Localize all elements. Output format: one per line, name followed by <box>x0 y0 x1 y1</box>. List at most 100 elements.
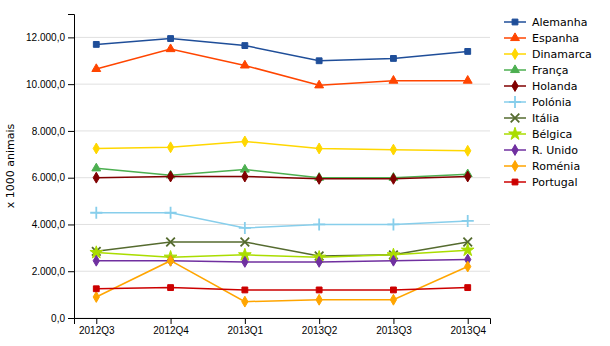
series-point <box>167 255 173 266</box>
y-tick-label: 0,0 <box>51 313 65 324</box>
y-tick-label: 8.000,0 <box>32 126 66 137</box>
series <box>93 171 471 184</box>
series-point <box>242 43 248 49</box>
series-point <box>313 218 325 230</box>
series-line <box>96 213 467 228</box>
series <box>93 136 471 156</box>
x-tick-mark <box>468 318 469 324</box>
legend-label: Dinamarca <box>532 48 592 61</box>
series-point <box>242 136 248 147</box>
series-point <box>92 163 101 171</box>
x-tick: 2013Q3 <box>376 318 412 336</box>
y-tick: 12.000,0 <box>26 32 74 43</box>
grid-line <box>74 84 490 85</box>
x-tick-label: 2013Q1 <box>228 325 264 336</box>
x-tick: 2013Q2 <box>302 318 338 336</box>
legend-label: Espanha <box>532 32 579 45</box>
x-tick: 2013Q1 <box>228 318 264 336</box>
series-point <box>391 56 397 62</box>
y-tick-label: 6.000,0 <box>32 172 66 183</box>
x-tick-label: 2013Q4 <box>450 325 486 336</box>
y-tick: 6.000,0 <box>32 172 74 183</box>
x-tick: 2012Q4 <box>153 318 189 336</box>
legend-item: Polónia <box>504 96 572 109</box>
series-point <box>93 172 99 183</box>
x-tick-mark <box>171 318 172 324</box>
x-tick-label: 2012Q4 <box>153 325 189 336</box>
grid-line <box>74 177 490 178</box>
legend-item: França <box>504 64 569 77</box>
series-point <box>316 294 322 305</box>
legend-item: Portugal <box>504 176 578 189</box>
series-point <box>240 60 249 68</box>
series-point <box>242 256 248 267</box>
series-line <box>96 39 467 61</box>
legend-marker <box>512 19 518 25</box>
x-tick-mark <box>319 318 320 324</box>
series-point <box>316 173 322 184</box>
x-tick: 2013Q4 <box>450 318 486 336</box>
legend-item: Holanda <box>504 80 578 93</box>
series-point <box>390 255 396 266</box>
series-point <box>93 286 99 292</box>
series-point <box>165 207 177 219</box>
y-axis: 0,02.000,04.000,06.000,08.000,010.000,01… <box>26 15 74 324</box>
y-tick-label: 10.000,0 <box>26 79 65 90</box>
legend-marker <box>512 81 518 92</box>
y-tick: 4.000,0 <box>32 219 74 230</box>
legend-item: Bélgica <box>504 127 572 141</box>
grid-line <box>74 37 490 38</box>
grid-line <box>74 224 490 225</box>
series-point <box>316 58 322 64</box>
series <box>93 255 471 307</box>
y-tick-mark <box>68 178 74 179</box>
y-tick-mark <box>68 318 74 319</box>
series-point <box>316 287 322 293</box>
legend-label: Portugal <box>532 176 578 189</box>
series-group <box>90 36 474 307</box>
series <box>92 44 472 88</box>
series-point <box>390 144 396 155</box>
y-tick-mark <box>68 84 74 85</box>
series <box>92 238 472 261</box>
x-axis-line <box>75 319 491 325</box>
series-point <box>390 294 396 305</box>
legend-item: R. Unido <box>504 144 578 157</box>
series-line <box>96 141 467 150</box>
series-point <box>167 255 173 266</box>
x-tick-label: 2012Q3 <box>79 325 115 336</box>
series-point <box>166 44 175 52</box>
series-line <box>96 261 467 302</box>
series-line <box>96 49 467 85</box>
series-point <box>465 171 471 182</box>
y-tick: 8.000,0 <box>32 126 74 137</box>
legend-label: Holanda <box>532 80 578 93</box>
legend-item: Dinamarca <box>504 48 592 61</box>
legend-marker <box>509 96 521 108</box>
series <box>93 254 471 267</box>
x-tick-mark <box>245 318 246 324</box>
x-tick: 2012Q3 <box>79 318 115 336</box>
y-tick: 0,0 <box>51 313 74 324</box>
series-point <box>463 76 472 84</box>
legend-marker <box>512 145 518 156</box>
series-point <box>92 64 101 72</box>
legend-label: Alemanha <box>532 16 588 29</box>
series-point <box>316 143 322 154</box>
legend-marker <box>509 127 522 139</box>
series-line <box>96 250 467 257</box>
series <box>90 207 474 234</box>
y-tick-mark <box>68 131 74 132</box>
series-point <box>390 173 396 184</box>
series-point <box>465 145 471 156</box>
series-point <box>242 171 248 182</box>
series-point <box>465 261 471 272</box>
series-point <box>166 238 175 247</box>
legend-label: França <box>532 64 569 77</box>
series <box>92 163 472 180</box>
series-point <box>465 49 471 55</box>
series-point <box>168 285 174 291</box>
series-point <box>168 36 174 42</box>
series-point <box>316 256 322 267</box>
legend-marker <box>512 49 518 60</box>
